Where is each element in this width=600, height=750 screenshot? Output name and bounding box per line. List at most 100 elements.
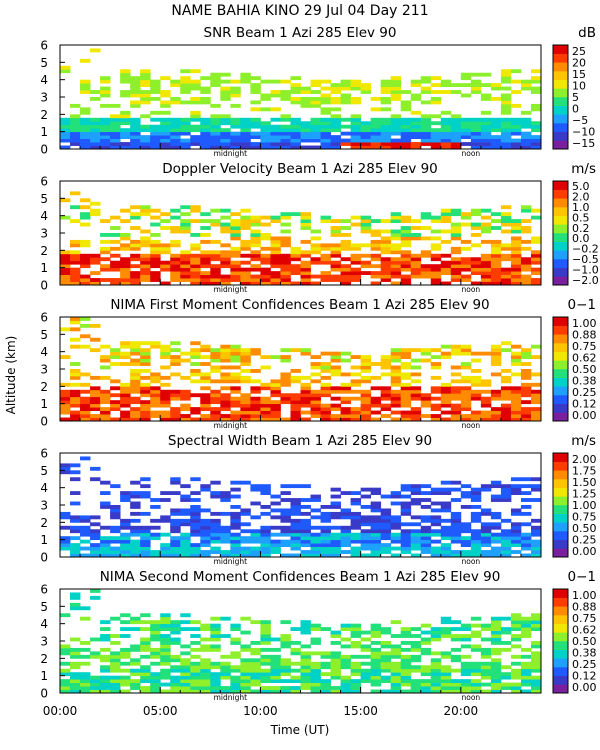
heatmap-cell — [110, 679, 121, 683]
heatmap-cell — [500, 121, 512, 126]
heatmap-cell — [270, 637, 281, 642]
colorbar-tick-label: 0.2 — [572, 222, 590, 235]
heatmap-cell — [200, 264, 211, 269]
heatmap-cell — [530, 267, 542, 272]
heatmap-cell — [220, 386, 231, 391]
heatmap-cell — [280, 644, 291, 649]
heatmap-cell — [260, 623, 271, 628]
heatmap-cell — [210, 142, 221, 146]
heatmap-cell — [490, 226, 502, 230]
heatmap-cell — [180, 393, 191, 398]
heatmap-cell — [300, 267, 311, 272]
heatmap-cell — [530, 498, 542, 502]
heatmap-cell — [290, 369, 301, 373]
heatmap-cell — [180, 668, 191, 673]
heatmap-cell — [170, 518, 181, 523]
heatmap-cell — [270, 501, 281, 506]
heatmap-cell — [370, 386, 382, 391]
y-tick-label: 6 — [40, 311, 48, 325]
heatmap-cell — [140, 644, 151, 649]
heatmap-cell — [530, 668, 542, 673]
heatmap-cell — [520, 386, 532, 391]
heatmap-cell — [460, 494, 472, 499]
heatmap-cell — [460, 124, 472, 129]
heatmap-cell — [200, 76, 211, 81]
heatmap-cell — [490, 97, 502, 101]
heatmap-cell — [100, 620, 111, 625]
heatmap-cell — [250, 665, 261, 670]
heatmap-cell — [190, 550, 201, 554]
heatmap-cell — [130, 658, 141, 663]
heatmap-cell — [90, 689, 101, 694]
heatmap-cell — [220, 72, 231, 77]
heatmap-cell — [390, 675, 402, 680]
heatmap-cell — [220, 407, 231, 411]
heatmap-cell — [180, 229, 191, 234]
heatmap-cell — [150, 375, 161, 380]
heatmap-cell — [90, 138, 101, 143]
heatmap-cell — [330, 138, 341, 143]
heatmap-cell — [340, 142, 351, 146]
heatmap-cell — [460, 260, 472, 265]
heatmap-cell — [70, 654, 81, 659]
heatmap-cell — [380, 121, 392, 126]
marker-label: noon — [462, 285, 481, 294]
heatmap-cell — [130, 344, 141, 349]
heatmap-cell — [430, 417, 442, 422]
heatmap-cell — [400, 634, 412, 638]
heatmap-cell — [510, 508, 522, 513]
heatmap-cell — [380, 124, 392, 129]
heatmap-cell — [360, 414, 372, 418]
heatmap-cell — [490, 135, 502, 139]
heatmap-cell — [120, 142, 131, 146]
heatmap-cell — [60, 215, 71, 220]
heatmap-cell — [300, 543, 311, 547]
heatmap-cell — [370, 536, 382, 541]
x-tick-label: 15:00 — [343, 704, 378, 718]
heatmap-cell — [530, 103, 542, 108]
heatmap-cell — [350, 630, 362, 635]
heatmap-cell — [120, 362, 131, 366]
heatmap-cell — [450, 553, 462, 558]
heatmap-cell — [390, 365, 402, 370]
heatmap-cell — [150, 414, 161, 418]
colorbar-swatch — [553, 522, 568, 532]
colorbar-swatch — [553, 351, 568, 361]
panel-unit: m/s — [571, 161, 596, 177]
heatmap-cell — [430, 508, 442, 513]
heatmap-cell — [250, 233, 261, 237]
heatmap-cell — [510, 236, 522, 241]
heatmap-cell — [250, 689, 261, 694]
heatmap-cell — [200, 508, 211, 513]
heatmap-cell — [140, 236, 151, 241]
heatmap-cell — [350, 135, 362, 139]
heatmap-cell — [370, 634, 382, 638]
heatmap-cell — [190, 69, 201, 74]
heatmap-cell — [180, 665, 191, 670]
heatmap-cell — [140, 351, 151, 356]
heatmap-cell — [130, 76, 141, 81]
heatmap-cell — [340, 246, 351, 251]
heatmap-cell — [200, 627, 211, 631]
heatmap-cell — [260, 543, 271, 547]
heatmap-cell — [330, 494, 341, 499]
colorbar-swatch — [553, 360, 568, 370]
heatmap-cell — [320, 375, 331, 380]
heatmap-cell — [360, 487, 372, 492]
heatmap-cell — [160, 553, 171, 558]
heatmap-cell — [340, 389, 351, 394]
heatmap-cell — [490, 358, 502, 363]
heatmap-cell — [420, 250, 432, 255]
heatmap-cell — [240, 379, 251, 384]
heatmap-cell — [380, 236, 392, 241]
heatmap-cell — [310, 546, 321, 551]
heatmap-cell — [170, 620, 181, 625]
heatmap-cell — [300, 505, 311, 509]
heatmap-cell — [440, 417, 452, 422]
heatmap-cell — [290, 400, 301, 405]
heatmap-cell — [340, 407, 351, 411]
heatmap-cell — [100, 686, 111, 690]
heatmap-cell — [140, 375, 151, 380]
heatmap-cell — [280, 543, 291, 547]
heatmap-cell — [410, 532, 422, 537]
